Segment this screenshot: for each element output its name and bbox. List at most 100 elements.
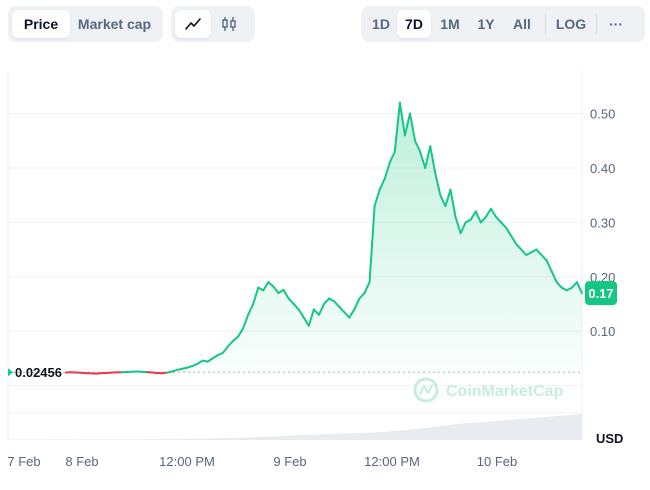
y-tick-label: 0.30: [590, 215, 615, 230]
price-line-segment: [459, 221, 467, 235]
price-line-segment: [505, 226, 513, 237]
chart-type-toggle: [171, 6, 255, 42]
price-line-segment: [510, 234, 518, 246]
price-line-segment: [297, 308, 305, 319]
baseline-marker-left: [8, 368, 13, 377]
price-line-segment: [474, 210, 482, 224]
price-line-segment: [550, 270, 558, 284]
range-1m-tab[interactable]: 1M: [440, 16, 460, 32]
price-line-segment: [383, 161, 391, 180]
price-line-segment: [292, 302, 300, 311]
start-price-label: 0.02456: [15, 365, 62, 380]
price-line-segment: [302, 316, 310, 327]
range-toggle: 1D 7D 1M 1Y All LOG ···: [361, 6, 645, 42]
x-tick-label: 9 Feb: [273, 454, 306, 469]
price-line-segment: [312, 308, 320, 316]
volume-area: [8, 414, 582, 440]
price-line-segment: [545, 259, 553, 273]
price-line-segment: [272, 285, 280, 295]
price-line-segment: [378, 177, 386, 191]
y-tick-label: 0.50: [590, 107, 615, 122]
price-line-segment: [333, 300, 341, 308]
price-line-segment: [570, 281, 578, 289]
price-line-segment: [414, 139, 422, 153]
price-line-segment: [373, 188, 381, 208]
price-chart-svg: 0.10 0.20 0.30 0.40 0.50 USD 7 Feb 8 Feb 12:00 P…: [7, 70, 623, 469]
toolbar-divider: [545, 14, 546, 34]
price-line-segment: [393, 101, 401, 153]
y-tick-label: 0.20: [590, 270, 615, 285]
x-tick-label: 12:00 PM: [364, 454, 420, 469]
y-axis-unit: USD: [596, 431, 623, 446]
price-line-segment: [317, 302, 325, 316]
price-line-segment: [535, 248, 543, 256]
price-line-segment: [454, 215, 462, 235]
current-price-badge: [585, 281, 617, 306]
price-line-segment: [343, 311, 351, 319]
range-1d-tab[interactable]: 1D: [372, 16, 390, 32]
price-line-segment: [242, 313, 250, 330]
price-line-segment: [398, 101, 406, 137]
price-line-segment: [252, 286, 260, 305]
price-line-segment: [287, 297, 295, 305]
price-line-segment: [206, 357, 214, 363]
price-line-segment: [267, 281, 275, 288]
price-line-segment: [363, 281, 371, 295]
price-line-segment: [353, 297, 361, 311]
toolbar-divider: [596, 14, 597, 34]
range-all-tab[interactable]: All: [513, 16, 531, 32]
price-line-segment: [247, 302, 255, 316]
price-line-segment: [307, 308, 315, 327]
price-line-segment: [282, 288, 290, 300]
price-line-segment: [520, 248, 528, 256]
x-tick-label: 8 Feb: [65, 454, 98, 469]
price-line-segment: [196, 359, 204, 365]
price-line-segment: [495, 215, 503, 224]
price-line-segment: [449, 188, 457, 218]
watermark-text: CoinMarketCap: [446, 383, 564, 400]
coinmarketcap-watermark: CoinMarketCap: [413, 377, 564, 403]
price-tab[interactable]: Price: [12, 10, 70, 38]
x-tick-label: 12:00 PM: [159, 454, 215, 469]
price-line-segment: [368, 205, 376, 284]
y-tick-label: 0.10: [590, 324, 615, 339]
price-line-segment: [434, 172, 442, 197]
price-line-segment: [489, 207, 497, 218]
price-line-segment: [555, 281, 563, 289]
metric-toggle: Price Market cap: [8, 6, 163, 42]
price-line-segment: [575, 281, 583, 295]
price-line-segment: [388, 150, 396, 164]
range-7d-tab[interactable]: 7D: [397, 10, 431, 38]
price-line-segment: [226, 339, 234, 348]
log-scale-button[interactable]: LOG: [555, 16, 587, 32]
price-line-segment: [429, 145, 437, 175]
more-options-button[interactable]: ···: [609, 16, 623, 32]
market-cap-tab[interactable]: Market cap: [77, 16, 152, 32]
price-line-segment: [348, 308, 356, 319]
candlestick-icon[interactable]: [211, 10, 247, 38]
price-line-segment: [221, 345, 229, 354]
price-line-segment: [358, 292, 366, 300]
price-line-segment: [323, 297, 331, 305]
price-area-fill: [66, 102, 582, 373]
range-1y-tab[interactable]: 1Y: [477, 16, 495, 32]
price-line-segment: [439, 194, 447, 208]
price-line-segment: [424, 145, 432, 169]
y-tick-label: 0.40: [590, 161, 615, 176]
price-line-segment: [500, 221, 508, 229]
price-line-segment: [277, 288, 285, 295]
price-line-segment: [419, 150, 427, 169]
price-line-segment: [515, 243, 523, 251]
price-line-segment: [262, 281, 270, 292]
price-line-segment: [409, 112, 417, 142]
x-tick-label: 10 Feb: [477, 454, 517, 469]
price-line-segment: [403, 112, 411, 137]
price-line-segment: [211, 354, 219, 360]
price-line-segment: [338, 305, 346, 314]
price-line-segment: [540, 254, 548, 262]
price-line-segment: [444, 188, 452, 208]
price-chart: 0.10 0.20 0.30 0.40 0.50 USD 7 Feb 8 Feb 12:00 P…: [0, 60, 650, 490]
chart-toolbar: Price Market cap 1D 7D 1M 1Y All LOG ···: [0, 0, 650, 50]
price-line-segment: [479, 215, 487, 224]
line-chart-icon[interactable]: [175, 10, 211, 38]
